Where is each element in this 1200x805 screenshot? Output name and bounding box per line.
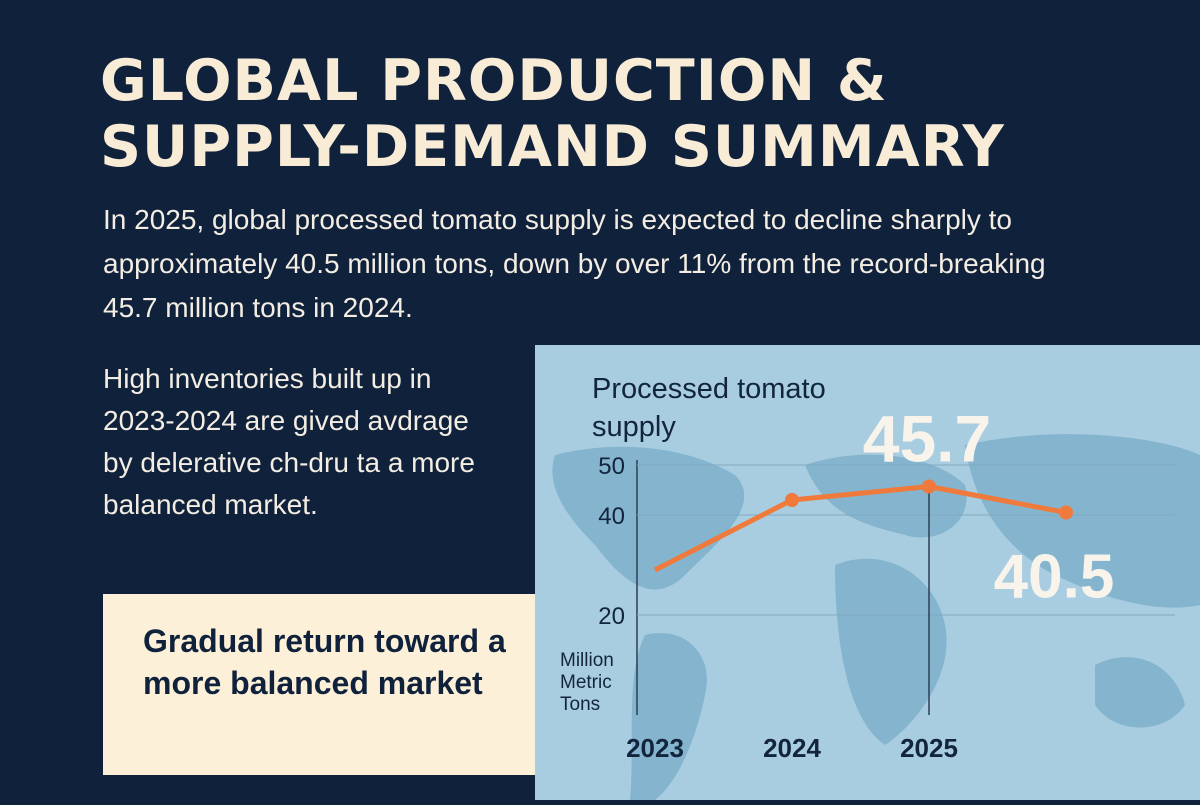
y-tick-label: 20: [598, 603, 625, 630]
x-tick-label: 2023: [626, 733, 684, 763]
callout: Gradual return toward a more balanced ma…: [103, 594, 535, 775]
x-tick-label: 2024: [763, 733, 821, 763]
x-tick-label: 2025: [900, 733, 958, 763]
chart-panel: 20 40 50 2023 2024 2025 45.7 40.5: [535, 345, 1200, 800]
point: [785, 493, 799, 507]
point: [1059, 505, 1073, 520]
data-label: 40.5: [994, 543, 1115, 612]
chart: 20 40 50 2023 2024 2025 45.740.5: [552, 402, 1200, 800]
point: [922, 479, 936, 494]
data-label: 45.7: [863, 402, 991, 476]
y-axis-label: Million Metric Tons: [560, 650, 614, 715]
callout-text: Gradual return toward a more balanced ma…: [143, 623, 506, 701]
line: [653, 484, 1067, 573]
chart-title: Processed tomato supply: [592, 373, 826, 443]
y-tick-label: 40: [598, 503, 625, 530]
page-title: GLOBAL PRODUCTION & SUPPLY-DEMAND SUMMAR…: [100, 48, 1005, 180]
note-text: High inventories built up in 2023-2024 a…: [103, 363, 475, 520]
intro-text: In 2025, global processed tomato supply …: [103, 204, 1046, 323]
map-background: [552, 434, 1200, 800]
y-tick-label: 50: [598, 453, 625, 480]
